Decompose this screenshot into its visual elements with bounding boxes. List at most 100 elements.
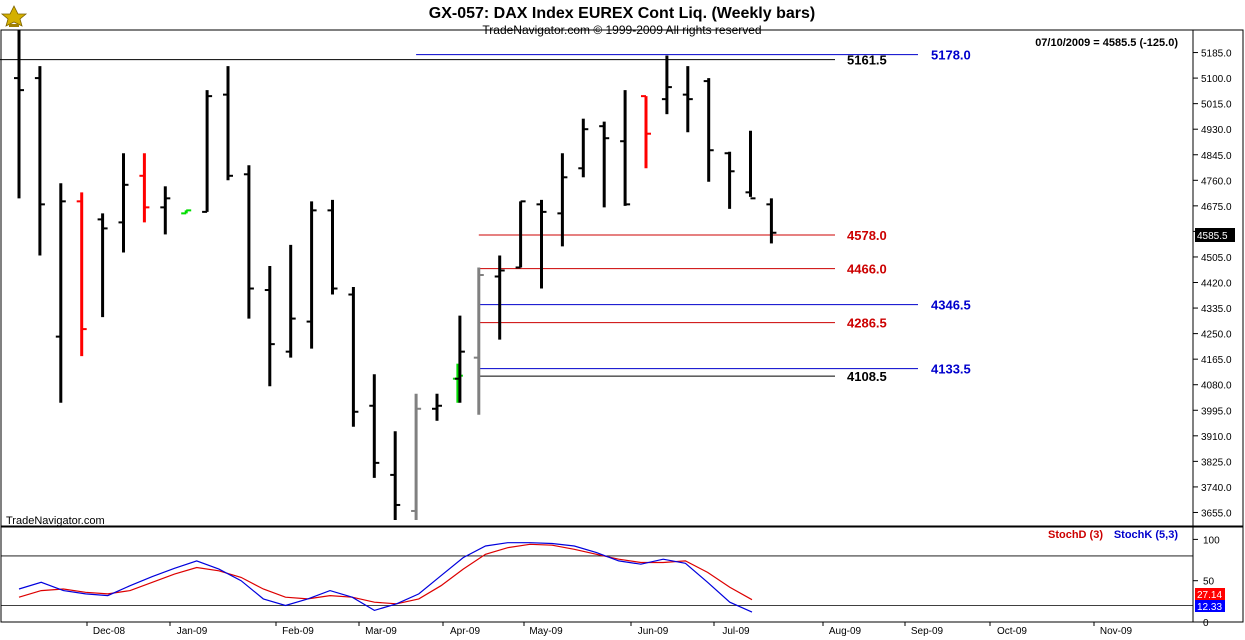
ohlc-bar — [306, 201, 317, 349]
level-label: 4466.0 — [847, 262, 887, 277]
price-tick-label: 3995.0 — [1201, 406, 1232, 417]
time-tick-label: Apr-09 — [450, 626, 480, 637]
stoch-tick-label: 0 — [1203, 618, 1209, 629]
time-tick-label: Jan-09 — [177, 626, 208, 637]
level-label: 4133.5 — [931, 362, 971, 377]
ohlc-bar — [494, 255, 505, 340]
stoch-last-values: 27.14 12.33 — [1195, 588, 1225, 613]
time-tick-label: Dec-08 — [93, 626, 126, 637]
time-tick-label: Jun-09 — [638, 626, 669, 637]
chart-copyright: TradeNavigator.com © 1999-2009 All right… — [482, 23, 761, 37]
stoch-k-legend: StochK (5,3) — [1114, 529, 1179, 541]
ohlc-bar — [264, 265, 275, 387]
ohlc-bar — [243, 165, 254, 319]
ohlc-bar — [703, 78, 714, 182]
price-tick-label: 4420.0 — [1201, 279, 1232, 290]
price-tick-label: 5015.0 — [1201, 100, 1232, 111]
ohlc-bar — [139, 153, 150, 223]
ohlc-bar — [641, 95, 651, 169]
time-tick-label: Feb-09 — [282, 626, 314, 637]
time-tick-label: May-09 — [529, 626, 563, 637]
ohlc-bar — [599, 121, 610, 208]
price-tick-label: 4505.0 — [1201, 253, 1232, 264]
ohlc-bar — [745, 130, 756, 200]
price-tick-label: 4080.0 — [1201, 381, 1232, 392]
stoch-k-line — [18, 542, 753, 613]
price-tick-label: 4845.0 — [1201, 151, 1232, 162]
time-tick-label: Jul-09 — [722, 626, 750, 637]
time-tick-label: Oct-09 — [997, 626, 1027, 637]
last-price-box — [1195, 228, 1235, 242]
price-tick-label: 4930.0 — [1201, 125, 1232, 136]
level-label: 4578.0 — [847, 228, 887, 243]
ohlc-bar — [55, 183, 66, 403]
level-lines: 5178.0 5161.5 4578.0 4466.0 4346.5 4286.5 4133… — [0, 48, 971, 384]
price-tick-label: 4760.0 — [1201, 176, 1232, 187]
stoch-panel: 100 50 0 — [1, 535, 1220, 629]
ohlc-bar — [432, 393, 442, 421]
time-tick-label: Sep-09 — [911, 626, 944, 637]
ohlc-bar — [160, 186, 171, 235]
ohlc-bar — [536, 199, 547, 289]
stoch-d-last: 27.14 — [1197, 590, 1222, 601]
price-axis: 5185.0 5100.0 5015.0 4930.0 4845.0 4760.0 4675… — [1193, 49, 1232, 519]
price-tick-label: 4250.0 — [1201, 330, 1232, 341]
ohlc-bar — [473, 267, 484, 415]
price-tick-label: 3825.0 — [1201, 457, 1232, 468]
chart-title: GX-057: DAX Index EUREX Cont Liq. (Weekl… — [429, 5, 815, 22]
price-tick-label: 5100.0 — [1201, 74, 1232, 85]
stoch-d-line — [18, 543, 753, 605]
time-tick-label: Aug-09 — [829, 626, 862, 637]
stoch-tick-label: 50 — [1203, 577, 1215, 588]
level-label: 4346.5 — [931, 298, 971, 313]
ohlc-bar — [661, 55, 672, 115]
last-price-label: 4585.5 — [1197, 231, 1228, 242]
time-axis: Dec-08 Jan-09 Feb-09 Mar-09 Apr-09 May-09 Jun-… — [86, 622, 1133, 637]
ohlc-bar — [390, 431, 401, 520]
stoch-d-legend: StochD (3) — [1048, 529, 1103, 541]
ohlc-bar — [285, 244, 296, 358]
watermark: TradeNavigator.com — [6, 515, 105, 527]
last-price-marker: 4585.5 — [1195, 228, 1235, 242]
price-tick-label: 4165.0 — [1201, 355, 1232, 366]
ohlc-bar — [620, 90, 631, 206]
ohlc-bar — [766, 198, 777, 244]
ohlc-bar — [181, 209, 192, 215]
logo-icon — [0, 5, 28, 27]
price-bars — [14, 30, 777, 520]
stoch-k-last: 12.33 — [1197, 602, 1222, 613]
ohlc-bar — [557, 153, 568, 247]
time-tick-label: Nov-09 — [1100, 626, 1133, 637]
ohlc-bar — [724, 151, 735, 209]
price-readout: 07/10/2009 = 4585.5 (-125.0) — [1035, 37, 1178, 49]
stoch-d-box — [1195, 588, 1225, 600]
ohlc-bar — [327, 199, 338, 295]
time-tick-label: Mar-09 — [365, 626, 397, 637]
price-tick-label: 3655.0 — [1201, 508, 1232, 519]
price-panel-frame — [0, 29, 1244, 527]
ohlc-bar — [454, 315, 465, 403]
ohlc-bar — [76, 192, 87, 357]
level-label: 5178.0 — [931, 48, 971, 63]
ohlc-bar — [411, 393, 422, 520]
level-label: 4108.5 — [847, 369, 887, 384]
ohlc-bar — [118, 153, 129, 253]
price-tick-label: 5185.0 — [1201, 49, 1232, 60]
ohlc-bar — [515, 200, 526, 269]
price-tick-label: 3910.0 — [1201, 432, 1232, 443]
stoch-panel-frame — [0, 526, 1244, 623]
ohlc-bar — [223, 66, 233, 181]
ohlc-bar — [578, 118, 589, 178]
ohlc-bar — [34, 66, 45, 256]
ohlc-bar — [97, 213, 108, 318]
ohlc-bar — [202, 90, 213, 213]
level-label: 5161.5 — [847, 53, 887, 68]
ohlc-bar — [682, 66, 693, 133]
ohlc-bar — [369, 374, 380, 478]
stoch-k-box — [1195, 600, 1225, 612]
price-tick-label: 3740.0 — [1201, 483, 1232, 494]
ohlc-bar — [348, 287, 359, 427]
price-tick-label: 4335.0 — [1201, 304, 1232, 315]
price-tick-label: 4675.0 — [1201, 202, 1232, 213]
